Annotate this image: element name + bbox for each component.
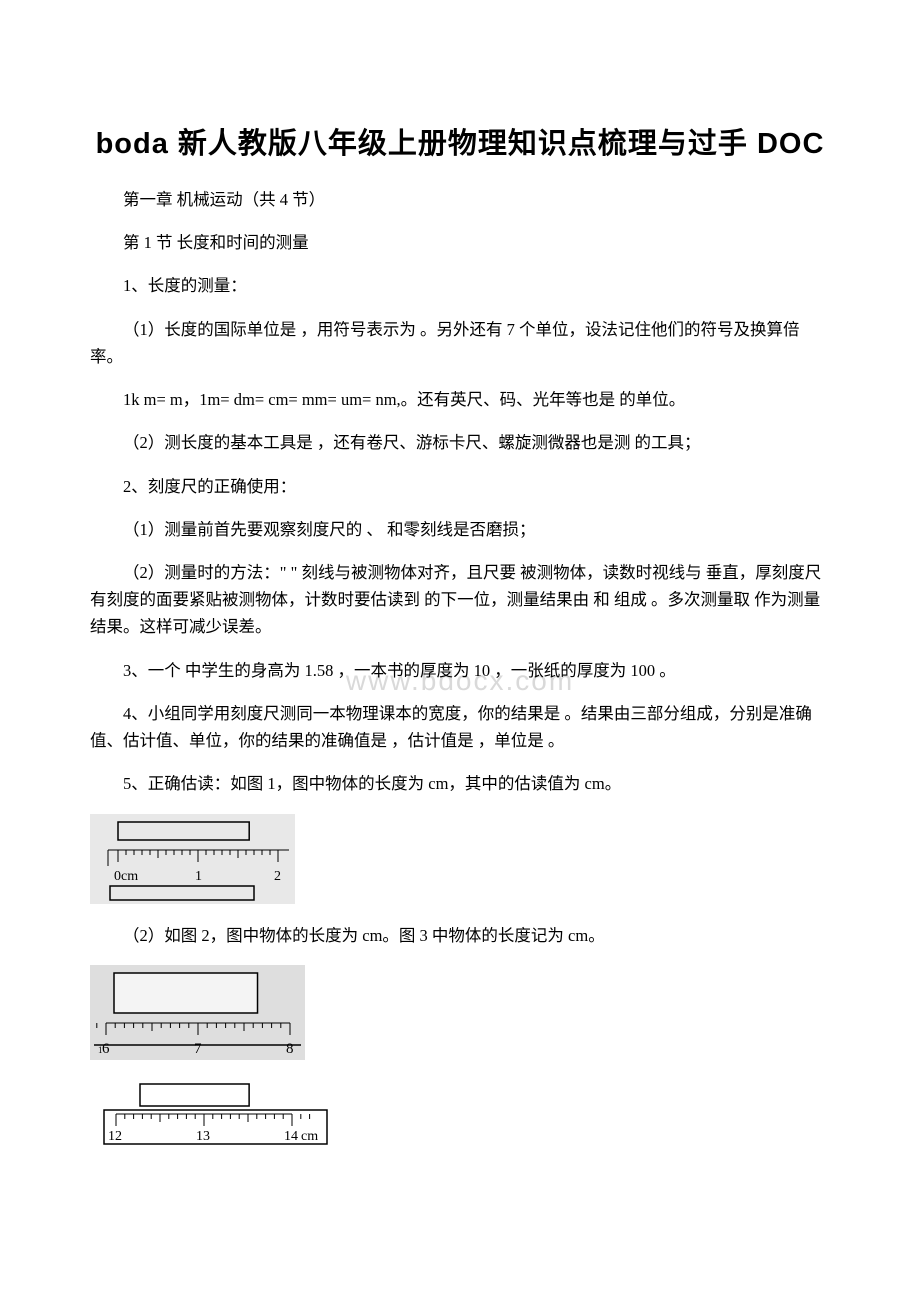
body-text: （2）测长度的基本工具是 ，还有卷尺、游标卡尺、螺旋测微器也是测 的工具； xyxy=(90,429,830,456)
page-title: boda 新人教版八年级上册物理知识点梳理与过手 DOC xyxy=(90,120,830,162)
body-text: 4、小组同学用刻度尺测同一本物理课本的宽度，你的结果是 。结果由三部分组成，分别… xyxy=(90,700,830,754)
body-text: （2）如图 2，图中物体的长度为 cm。图 3 中物体的长度记为 cm。 xyxy=(90,922,830,949)
svg-text:13: 13 xyxy=(196,1129,210,1144)
ruler-figure-3: 12 13 14cm xyxy=(90,1078,335,1158)
svg-text:14: 14 xyxy=(284,1129,298,1144)
body-text: 1、长度的测量： xyxy=(90,272,830,299)
svg-text:2: 2 xyxy=(274,869,281,884)
body-text: （2）测量时的方法：" " 刻线与被测物体对齐，且尺要 被测物体，读数时视线与 … xyxy=(90,559,830,641)
svg-text:1: 1 xyxy=(195,869,202,884)
figure-3: 12 13 14cm xyxy=(90,1078,830,1158)
svg-text:8: 8 xyxy=(286,1041,294,1057)
body-text: 2、刻度尺的正确使用： xyxy=(90,473,830,500)
body-text: 1k m= m，1m= dm= cm= mm= um= nm,。还有英尺、码、光… xyxy=(90,386,830,413)
ruler-figure-1: 0cm 1 2 xyxy=(90,814,295,904)
ruler-figure-2: 1678 xyxy=(90,965,305,1060)
body-text: （1）测量前首先要观察刻度尺的 、 和零刻线是否磨损； xyxy=(90,516,830,543)
svg-text:0cm: 0cm xyxy=(114,869,138,884)
body-text: 5、正确估读：如图 1，图中物体的长度为 cm，其中的估读值为 cm。 xyxy=(90,770,830,797)
figure-1: 0cm 1 2 xyxy=(90,814,830,904)
figure-2: 1678 xyxy=(90,965,830,1060)
chapter-heading: 第一章 机械运动（共 4 节） xyxy=(90,186,830,213)
svg-text:7: 7 xyxy=(194,1041,202,1057)
body-text: 3、一个 中学生的身高为 1.58 ，一本书的厚度为 10 ，一张纸的厚度为 1… xyxy=(90,657,830,684)
section-heading: 第 1 节 长度和时间的测量 xyxy=(90,229,830,256)
svg-text:6: 6 xyxy=(102,1041,110,1057)
svg-text:cm: cm xyxy=(301,1129,318,1144)
svg-text:12: 12 xyxy=(108,1129,122,1144)
body-text: （1）长度的国际单位是 ，用符号表示为 。另外还有 7 个单位，设法记住他们的符… xyxy=(90,316,830,370)
